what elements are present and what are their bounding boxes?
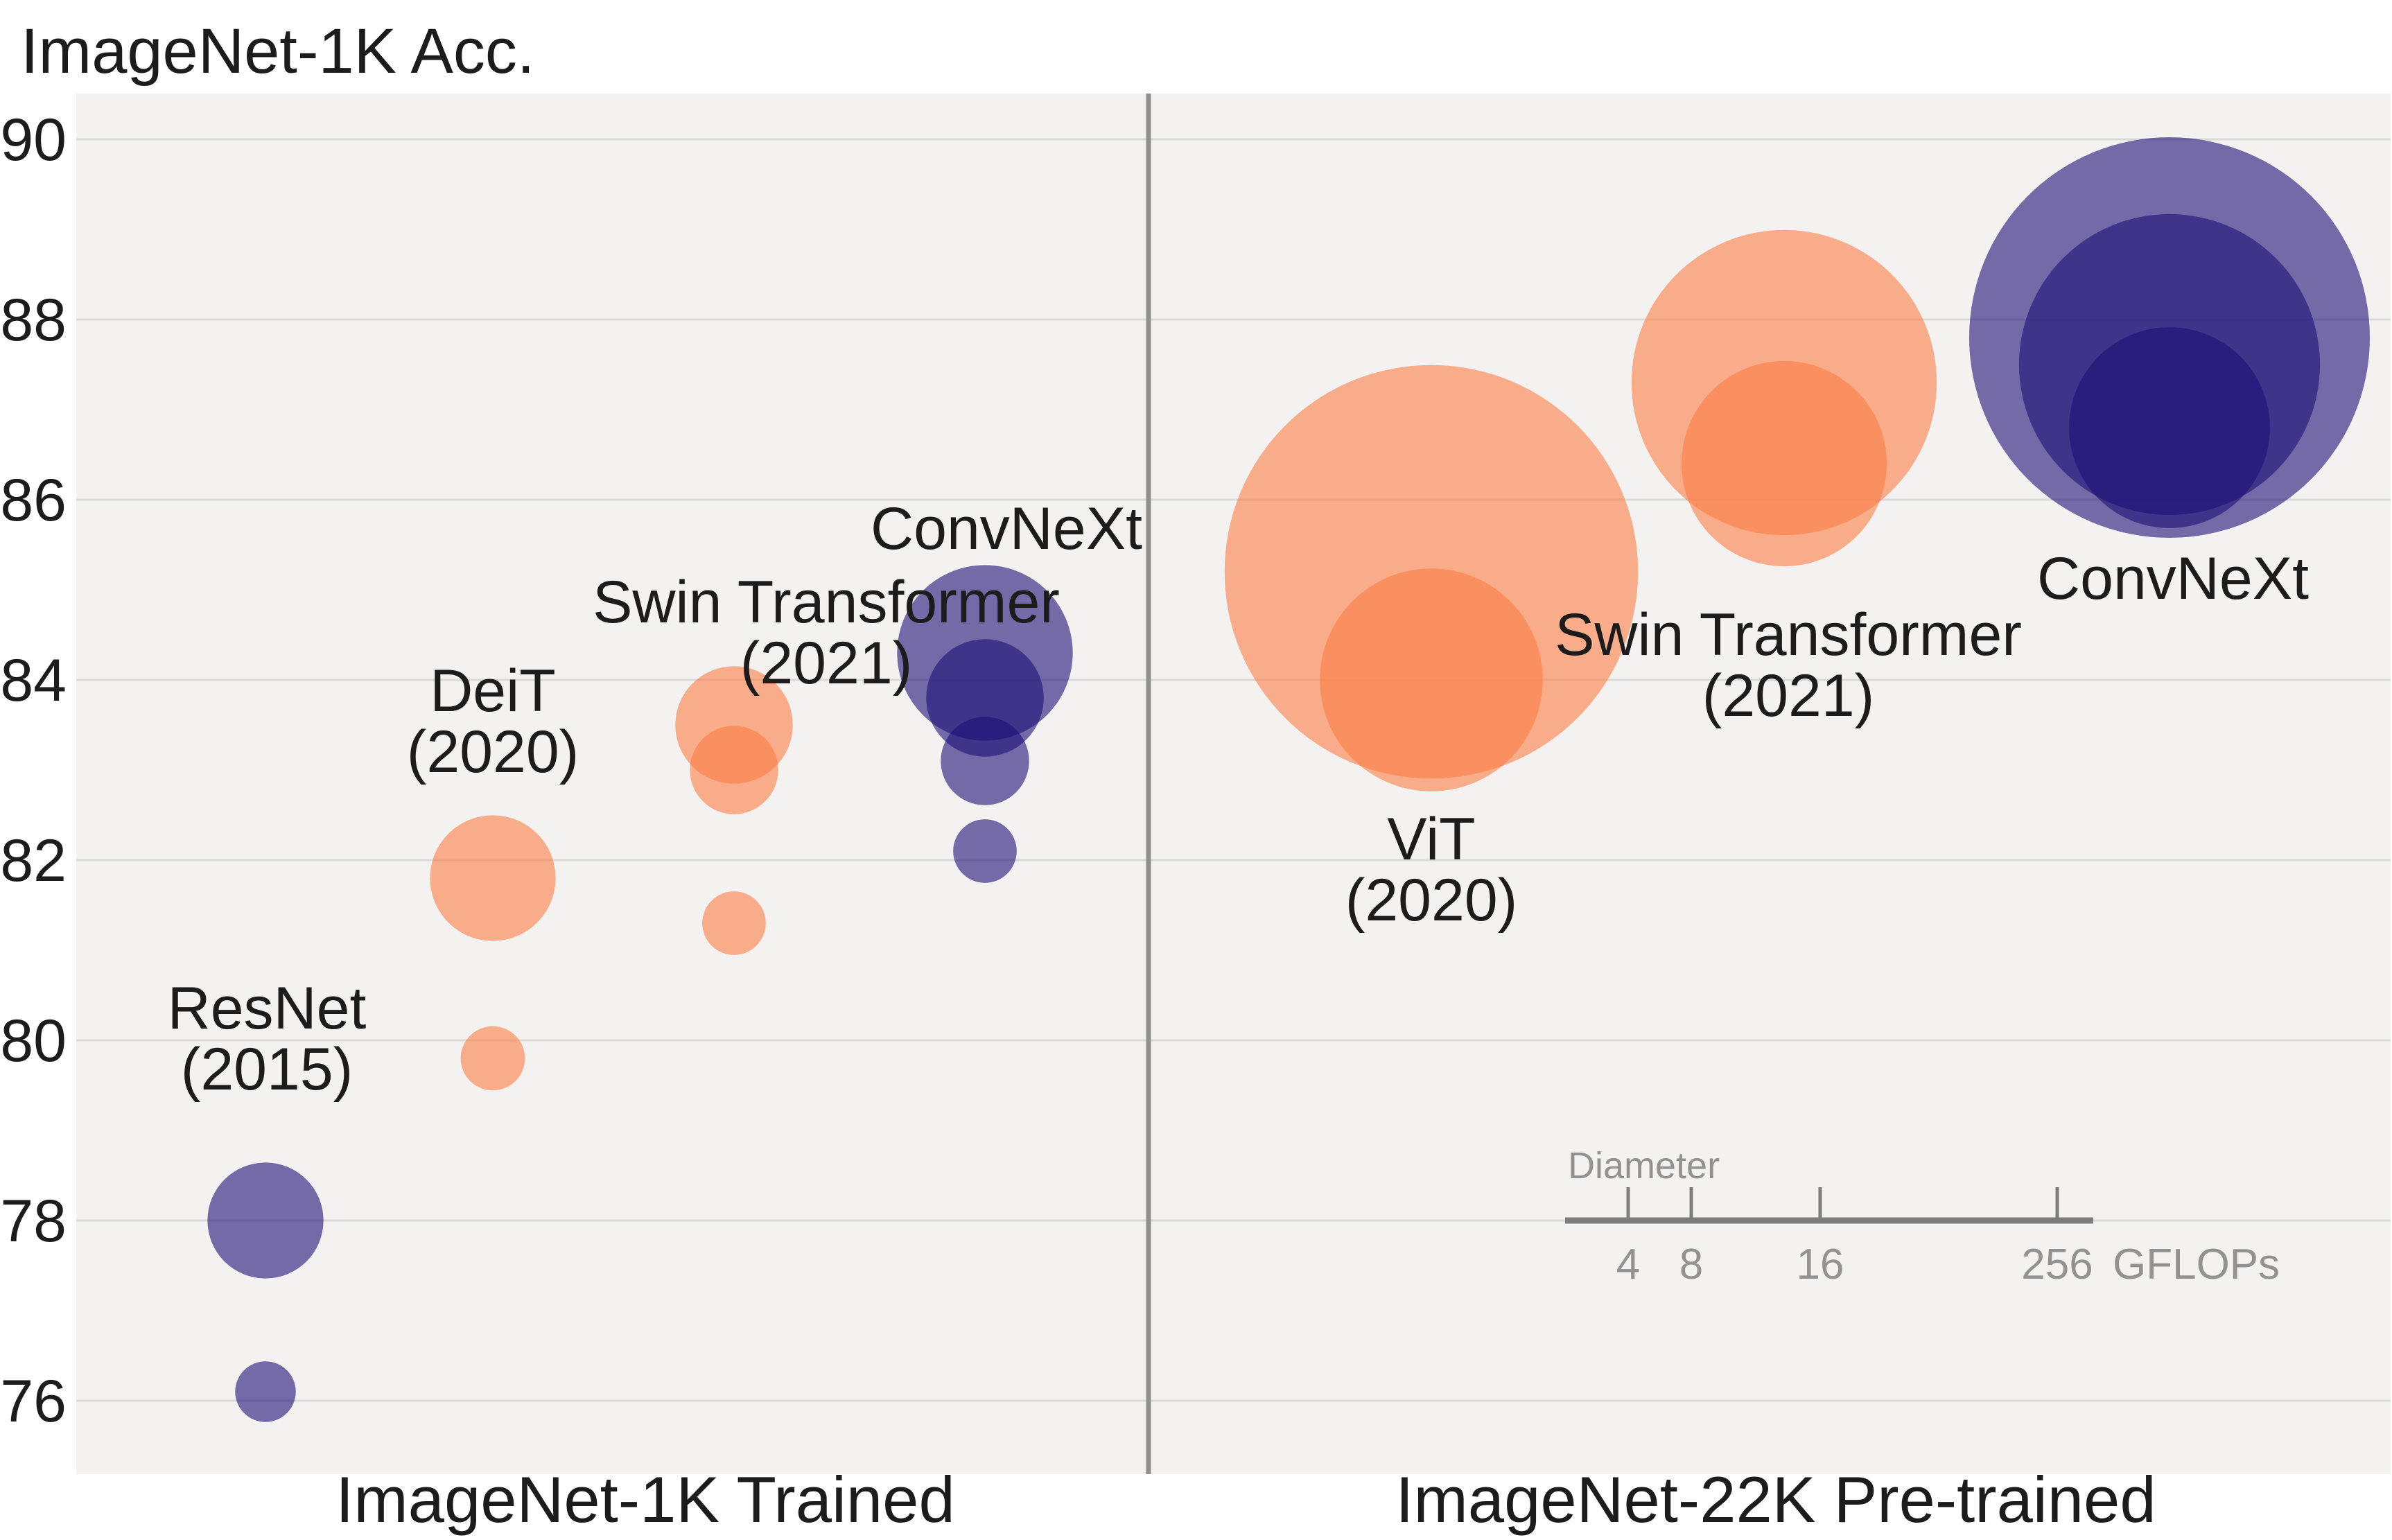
- bubble-convnext-82.1: [953, 819, 1017, 883]
- series-label-line: Swin Transformer: [1555, 602, 2022, 668]
- y-tick-label-80: 80: [0, 1008, 67, 1074]
- series-label-1-deit: DeiT (2020): [407, 658, 579, 785]
- series-label-line: ViT: [1387, 806, 1475, 873]
- y-tick-label-90: 90: [0, 107, 67, 173]
- series-label-3-convnext: ConvNeXt: [871, 496, 1142, 562]
- y-tick-label-78: 78: [0, 1188, 67, 1254]
- y-tick-label-76: 76: [0, 1368, 67, 1435]
- bubble-deit-81.8: [430, 815, 556, 941]
- panel-label-1: ImageNet-22K Pre-trained: [1395, 1463, 2156, 1536]
- series-label-5-swin-transformer: Swin Transformer (2021): [1555, 602, 2022, 729]
- y-tick-label-84: 84: [0, 647, 67, 714]
- series-label-line: Swin Transformer: [593, 569, 1060, 636]
- y-tick-label-82: 82: [0, 828, 67, 894]
- bubble-convnext-83.1: [941, 717, 1029, 805]
- series-label-line: (2015): [181, 1036, 353, 1103]
- series-label-6-convnext: ConvNeXt: [2037, 545, 2309, 612]
- legend-tick-label-8: 8: [1679, 1241, 1703, 1288]
- series-label-line: (2020): [1345, 867, 1518, 934]
- chart-title: ImageNet-1K Acc.: [21, 16, 535, 87]
- series-label-line: DeiT: [430, 658, 556, 724]
- series-label-4-vit: ViT (2020): [1345, 806, 1518, 934]
- bubble-swin-transformer-83: [690, 726, 778, 814]
- legend-title: Diameter: [1568, 1145, 1720, 1187]
- series-label-line: (2021): [740, 630, 913, 697]
- y-tick-label-88: 88: [0, 287, 67, 353]
- series-label-0-resnet: ResNet (2015): [168, 975, 367, 1103]
- series-label-line: ConvNeXt: [2037, 545, 2309, 612]
- series-label-line: ConvNeXt: [871, 496, 1142, 562]
- bubble-swin-transformer-86.4: [1681, 360, 1887, 567]
- y-tick-label-86: 86: [0, 467, 67, 534]
- series-label-line: ResNet: [168, 975, 367, 1042]
- legend-tick-label-4: 4: [1616, 1241, 1640, 1288]
- panel-label-0: ImageNet-1K Trained: [335, 1463, 954, 1536]
- legend-unit-label: GFLOPs: [2113, 1241, 2280, 1288]
- legend-tick-label-16: 16: [1797, 1241, 1844, 1288]
- series-label-line: (2020): [407, 719, 579, 785]
- bubble-resnet-76.1: [235, 1361, 296, 1422]
- bubble-convnext-83.8: [926, 639, 1044, 757]
- bubble-deit-79.8: [460, 1026, 525, 1091]
- bubble-swin-transformer-81.3: [702, 891, 766, 955]
- bubble-vit-84: [1320, 568, 1543, 791]
- bubble-convnext-86.8: [2069, 327, 2270, 528]
- legend-tick-label-256: 256: [2021, 1241, 2093, 1288]
- series-label-line: (2021): [1702, 663, 1875, 729]
- series-label-2-swin-transformer: Swin Transformer (2021): [593, 569, 1060, 697]
- bubble-resnet-78: [207, 1162, 324, 1279]
